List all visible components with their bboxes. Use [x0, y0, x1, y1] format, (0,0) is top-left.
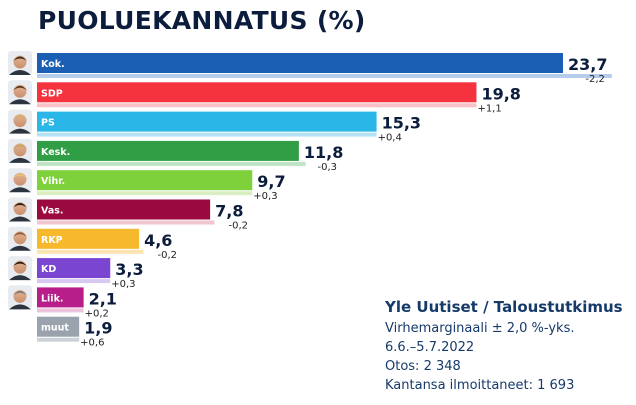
candidate-avatar	[8, 226, 32, 251]
bar	[37, 287, 84, 308]
change-label: -0,2	[229, 221, 249, 232]
source-line-period: 6.6.–5.7.2022	[385, 340, 475, 355]
candidate-avatar	[8, 80, 32, 105]
category-label: SDP	[41, 88, 63, 99]
value-label: 9,7	[257, 172, 285, 191]
candidate-avatar	[8, 197, 32, 222]
bar	[37, 111, 377, 132]
category-label: Liik.	[41, 293, 64, 304]
candidate-avatar	[8, 168, 32, 193]
candidate-avatar	[8, 109, 32, 134]
bar	[37, 140, 299, 161]
value-label: 15,3	[382, 114, 421, 133]
change-bar	[37, 103, 477, 108]
change-label: -0,2	[157, 250, 177, 261]
value-label: 11,8	[304, 143, 343, 162]
bar	[37, 228, 140, 249]
source-line-declared: Kantansa ilmoittaneet: 1 693	[385, 378, 575, 393]
candidate-avatar	[8, 285, 32, 310]
bar	[37, 316, 80, 337]
bar	[37, 199, 211, 220]
value-label: 3,3	[115, 260, 143, 279]
change-label: +0,3	[253, 191, 277, 202]
category-label: KD	[41, 264, 56, 275]
change-bar	[37, 220, 215, 225]
bar	[37, 82, 477, 103]
change-label: +0,6	[80, 338, 104, 349]
change-label: +1,1	[477, 103, 501, 114]
candidate-avatar	[8, 256, 32, 281]
source-info: Yle Uutiset / Taloustutkimus Virhemargin…	[385, 298, 623, 395]
change-label: +0,4	[378, 133, 402, 144]
change-bar	[37, 249, 144, 254]
bar	[37, 170, 253, 191]
source-line-margin: Virhemarginaali ± 2,0 %-yks.	[385, 321, 575, 336]
category-label: Vihr.	[41, 176, 65, 187]
category-label: Kesk.	[41, 147, 70, 158]
change-label: -2,2	[585, 74, 605, 85]
change-bar	[37, 191, 253, 196]
source-title: Yle Uutiset / Taloustutkimus	[385, 298, 623, 316]
category-label: muut	[41, 323, 69, 334]
change-bar	[37, 337, 80, 342]
value-label: 2,1	[89, 289, 117, 308]
bar	[37, 258, 111, 279]
category-label: Kok.	[41, 59, 65, 70]
change-bar	[37, 132, 377, 137]
change-bar	[37, 161, 306, 166]
source-line-sample: Otos: 2 348	[385, 359, 461, 374]
category-label: PS	[41, 118, 55, 129]
candidate-avatar	[8, 138, 32, 163]
change-label: +0,3	[111, 279, 135, 290]
value-label: 4,6	[144, 231, 172, 250]
category-label: Vas.	[41, 206, 64, 217]
change-bar	[37, 279, 111, 284]
change-label: -0,3	[317, 162, 337, 173]
change-bar	[37, 308, 84, 313]
value-label: 23,7	[568, 55, 607, 74]
change-label: +0,2	[85, 308, 109, 319]
candidate-avatar	[8, 51, 32, 75]
change-bar	[37, 74, 612, 78]
category-label: RKP	[41, 235, 63, 246]
chart-title: PUOLUEKANNATUS (%)	[38, 6, 366, 35]
bar	[37, 53, 563, 73]
value-label: 19,8	[481, 84, 520, 103]
value-label: 1,9	[84, 319, 112, 338]
value-label: 7,8	[215, 202, 243, 221]
